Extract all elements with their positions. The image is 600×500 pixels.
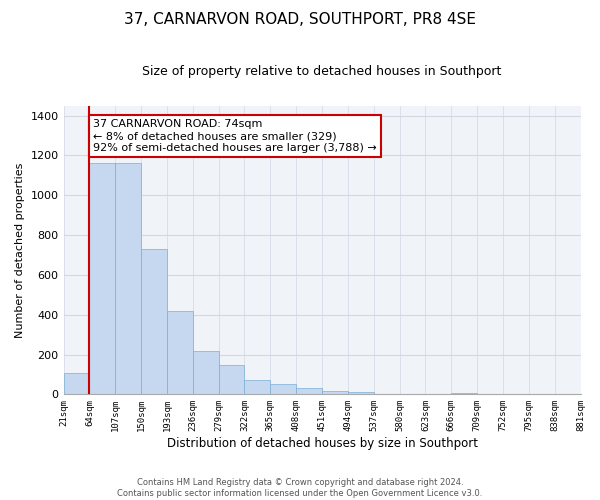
Bar — [64, 373, 89, 394]
Bar — [271, 384, 296, 394]
Bar — [89, 162, 115, 394]
Bar — [193, 350, 218, 395]
Bar — [141, 249, 167, 394]
Text: Contains HM Land Registry data © Crown copyright and database right 2024.
Contai: Contains HM Land Registry data © Crown c… — [118, 478, 482, 498]
Bar — [244, 380, 271, 394]
Text: 37 CARNARVON ROAD: 74sqm
← 8% of detached houses are smaller (329)
92% of semi-d: 37 CARNARVON ROAD: 74sqm ← 8% of detache… — [93, 120, 377, 152]
Bar — [218, 365, 244, 394]
Bar — [296, 388, 322, 394]
Title: Size of property relative to detached houses in Southport: Size of property relative to detached ho… — [142, 65, 502, 78]
Bar — [322, 392, 348, 394]
Bar — [348, 392, 374, 394]
X-axis label: Distribution of detached houses by size in Southport: Distribution of detached houses by size … — [167, 437, 478, 450]
Y-axis label: Number of detached properties: Number of detached properties — [15, 162, 25, 338]
Bar — [167, 310, 193, 394]
Text: 37, CARNARVON ROAD, SOUTHPORT, PR8 4SE: 37, CARNARVON ROAD, SOUTHPORT, PR8 4SE — [124, 12, 476, 28]
Bar — [115, 162, 141, 394]
